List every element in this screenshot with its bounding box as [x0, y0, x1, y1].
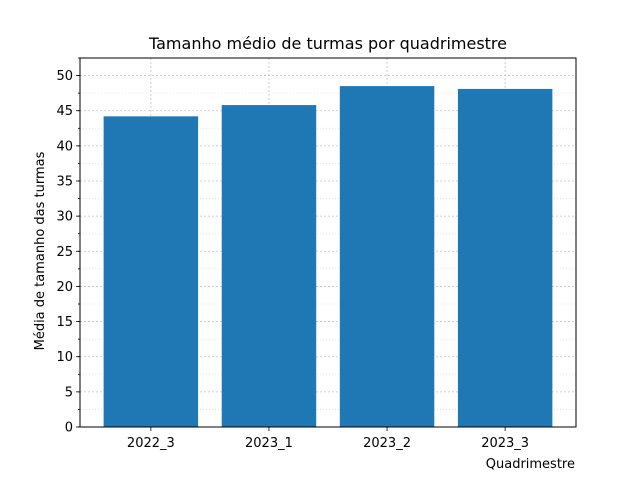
y-tick-label: 50	[56, 69, 73, 84]
x-tick-label: 2022_3	[127, 436, 175, 451]
bar-2022_3	[103, 116, 199, 427]
y-tick-label: 25	[56, 245, 73, 260]
y-tick-label: 10	[56, 350, 73, 365]
bars-layer	[103, 86, 553, 427]
x-tick-label: 2023_1	[245, 436, 293, 451]
chart-title: Tamanho médio de turmas por quadrimestre	[148, 34, 507, 53]
x-tick-label: 2023_2	[363, 436, 411, 451]
y-axis-label: Média de tamanho das turmas	[33, 151, 48, 350]
y-tick-label: 30	[56, 210, 73, 225]
y-tick-label: 45	[56, 104, 73, 119]
bar-2023_3	[457, 88, 553, 427]
y-tick-label: 40	[56, 139, 73, 154]
y-tick-label: 15	[56, 315, 73, 330]
bar-2023_1	[221, 105, 317, 427]
y-tick-label: 35	[56, 175, 73, 190]
y-tick-label: 5	[65, 385, 73, 400]
axes-frame	[79, 57, 577, 428]
axes-layer: 0 5 10 15 20 25 30 35 40 45 50 2022_3 2023_1 2023_2 20…	[56, 57, 577, 451]
y-tick-label: 0	[65, 421, 73, 436]
y-tick-label: 20	[56, 280, 73, 295]
bar-2023_2	[339, 86, 435, 427]
x-tick-label: 2023_3	[481, 436, 529, 451]
x-axis-label: Quadrimestre	[486, 457, 575, 472]
